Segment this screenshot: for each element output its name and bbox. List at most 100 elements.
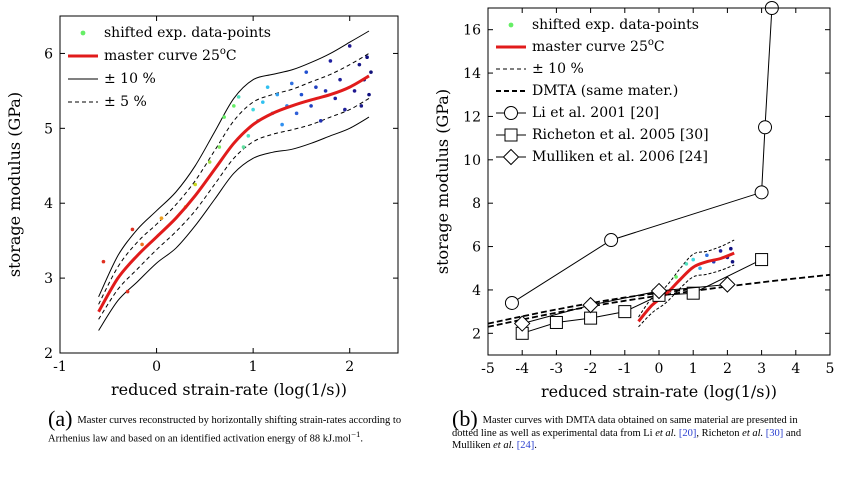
chart-a-data-point (304, 70, 309, 74)
chart-a-legend-item: master curve 25oC (68, 46, 237, 64)
chart-b-xtick-label: -4 (515, 361, 529, 377)
chart-b-xtick-label: 4 (791, 361, 800, 377)
chart-b-data-point (718, 249, 723, 253)
chart-b-ytick-label: 16 (463, 23, 481, 39)
chart-b-legend-label: DMTA (same mater.) (532, 83, 678, 99)
chart-b-xtick-label: -2 (584, 361, 598, 377)
chart-a-data-point (365, 55, 369, 59)
chart-b-series-marker (758, 120, 773, 135)
chart-a-legend-item: shifted exp. data-points (80, 25, 271, 41)
chart-b-band10-lower (638, 264, 735, 328)
chart-b-series-marker (755, 253, 769, 267)
caption-a-end: . (360, 433, 363, 444)
chart-b-data-point (691, 257, 695, 262)
chart-b-series-marker (549, 315, 563, 329)
chart-b-series-marker (504, 295, 519, 310)
chart-a-data-point (246, 134, 251, 138)
chart-b-data-point (729, 246, 733, 251)
chart-a-data-point (299, 92, 304, 97)
chart-b-plot-area (487, 1, 831, 340)
chart-b-legend-label: shifted exp. data-points (532, 17, 699, 33)
caption-b-etal-3: et al. (493, 440, 515, 451)
chart-a-legend-label: master curve 25oC (104, 46, 237, 64)
chart-b-series-line (522, 284, 728, 325)
chart-a-legend-swatch (80, 30, 86, 36)
chart-a-data-point (140, 242, 144, 247)
chart-b-legend-marker (504, 128, 518, 142)
chart-a-data-point (261, 100, 265, 104)
chart-a-xtick-label: -1 (53, 359, 67, 375)
chart-a-band10-lower (98, 116, 370, 331)
chart-b-series-marker (604, 233, 619, 248)
chart-b-master-curve (637, 251, 735, 323)
chart-a-data-point (130, 227, 135, 232)
caption-b-mid-2: and Mulliken (452, 427, 802, 452)
chart-a-data-point (352, 89, 357, 93)
chart-b-series-marker (618, 305, 632, 319)
chart-b-xlabel: reduced strain-rate (log(1/s)) (541, 382, 777, 401)
chart-a-data-point (251, 107, 255, 112)
chart-a-data-point (359, 104, 364, 108)
caption-a-letter: (a) (48, 406, 73, 431)
caption-b-etal-2: et al. (742, 427, 764, 439)
chart-a-band5-lower (98, 97, 370, 320)
chart-b-xtick-label: 2 (723, 361, 732, 377)
chart-a-xtick-label: 0 (152, 359, 161, 375)
chart-b-legend-item: Li et al. 2001 [20] (496, 105, 659, 121)
caption-b-letter: (b) (452, 406, 478, 431)
chart-a-legend-item: ± 10 % (68, 71, 156, 87)
chart-b-ytick-label: 10 (463, 153, 481, 169)
chart-a-legend-unit: C (226, 48, 237, 64)
caption-b-ref-24[interactable]: [24] (516, 440, 535, 451)
chart-a-ytick-label: 5 (44, 121, 53, 137)
chart-a-data-point (101, 259, 106, 264)
chart-b-legend-item: shifted exp. data-points (508, 17, 699, 33)
caption-b-ref-30[interactable]: [30] (765, 427, 784, 439)
chart-a-band10-upper (98, 30, 370, 298)
chart-a-data-point (314, 85, 318, 89)
chart-b-legend-marker (504, 106, 518, 120)
chart-b-xtick-label: 1 (689, 361, 698, 377)
chart-b-series-marker (686, 286, 700, 300)
chart-a-data-point (125, 289, 130, 294)
caption-a-text: Master curves reconstructed by horizonta… (48, 415, 402, 444)
chart-b-series-marker (650, 282, 668, 300)
chart-b-data-point (730, 259, 735, 264)
chart-a-xtick-label: 1 (249, 359, 258, 375)
chart-b-data-point (674, 275, 678, 279)
chart-b-legend-item: ± 10 % (496, 61, 584, 77)
chart-a-master-curve (97, 74, 370, 313)
caption-b-text: Master curves with DMTA data obtained on… (452, 415, 798, 439)
chart-b-legend-item: Richeton et al. 2005 [30] (496, 127, 709, 143)
chart-b-ytick-label: 12 (463, 109, 481, 125)
chart-a-data-point (333, 96, 338, 101)
chart-b-data-point (684, 262, 689, 266)
chart-a-ytick-label: 2 (44, 346, 53, 362)
chart-a-data-point (328, 59, 333, 63)
chart-a-xlabel: reduced strain-rate (log(1/s)) (111, 380, 347, 399)
chart-b-series-marker (719, 276, 736, 293)
chart-a-axes-frame (59, 15, 399, 354)
chart-b-legend-label: Li et al. 2001 [20] (532, 105, 659, 121)
chart-a-data-point (265, 85, 270, 89)
chart-a-data-point (241, 145, 246, 149)
chart-b-legend-item: DMTA (same mater.) (496, 83, 678, 99)
chart-b-legend-sup: o (648, 37, 654, 48)
chart-a-data-point (232, 104, 236, 108)
chart-a-legend-label: ± 10 % (104, 71, 156, 87)
chart-a-data-point (236, 95, 241, 99)
chart-b-legend-marker (502, 148, 520, 166)
caption-a-sup: −1 (351, 428, 361, 439)
caption-b-ref-20[interactable]: [20] (678, 427, 697, 439)
chart-b-legend-label: Richeton et al. 2005 [30] (532, 127, 709, 143)
chart-a-data-point (217, 145, 222, 149)
chart-a-data-point (369, 70, 373, 74)
chart-b-ytick-label: 8 (472, 196, 481, 212)
chart-a-data-point (222, 115, 226, 119)
chart-a-data-point (193, 182, 197, 187)
caption-a: (a) Master curves reconstructed by horizo… (48, 408, 418, 446)
chart-a-data-point (275, 92, 280, 97)
chart-a-data-point (159, 216, 164, 220)
